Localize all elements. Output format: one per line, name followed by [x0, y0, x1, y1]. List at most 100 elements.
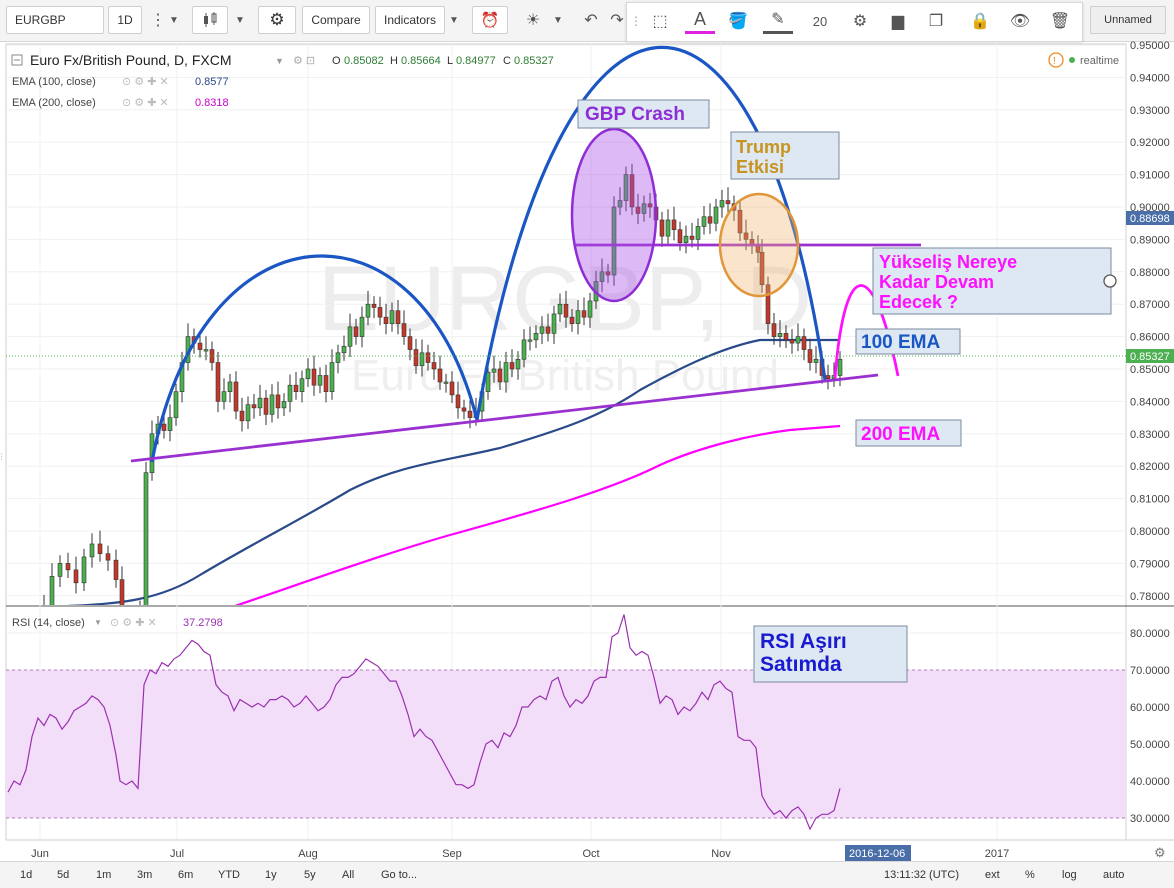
- chevron-down-icon[interactable]: ▼: [553, 14, 563, 26]
- rsi-annotation-2: Satımda: [760, 653, 842, 676]
- alert-button[interactable]: ⏰: [472, 6, 508, 34]
- indicators-button[interactable]: Indicators: [375, 6, 445, 34]
- drag-handle-icon[interactable]: ⋮: [630, 14, 642, 28]
- interval-button[interactable]: 1D: [108, 6, 142, 34]
- question-box[interactable]: [872, 247, 1112, 315]
- candle-up: [503, 362, 509, 383]
- chevron-down-icon[interactable]: ▼: [275, 56, 284, 66]
- candle-up: [617, 200, 623, 208]
- pencil-icon[interactable]: ✎: [763, 7, 793, 34]
- trump-box[interactable]: [730, 131, 840, 180]
- time-axis[interactable]: Jun Jul Aug Sep Oct Nov 2017: [31, 848, 1009, 860]
- range-5d[interactable]: 5d: [57, 869, 70, 881]
- candle-up: [203, 349, 209, 352]
- range-ytd[interactable]: YTD: [218, 869, 240, 881]
- redo-icon[interactable]: ↷: [610, 12, 624, 29]
- auto-toggle[interactable]: auto: [1103, 869, 1125, 881]
- candle-up: [299, 378, 305, 392]
- text-color-icon[interactable]: A: [685, 7, 715, 34]
- candle-up: [167, 417, 173, 431]
- selection-box-icon[interactable]: ⬚: [652, 13, 668, 30]
- legend-ohlc-icons[interactable]: ⚙ ⊡: [293, 55, 315, 67]
- visual-order-icon[interactable]: ▆: [891, 13, 905, 30]
- font-size-select[interactable]: 20: [812, 13, 828, 29]
- ema200-legend-icons[interactable]: ⊙ ⚙ ✚ ✕: [122, 97, 169, 109]
- interval-more-icon[interactable]: ⋮: [150, 12, 166, 29]
- rsi-axis[interactable]: 80.0000 70.0000 60.0000 50.0000 40.0000 30.00…: [1130, 628, 1170, 825]
- lock-icon[interactable]: 🔒: [970, 13, 990, 30]
- rsi-legend-icons[interactable]: ⊙ ⚙ ✚ ✕: [110, 617, 157, 629]
- range-1d[interactable]: 1d: [20, 869, 33, 881]
- chevron-down-icon[interactable]: ▼: [169, 14, 179, 26]
- symbol-search[interactable]: EURGBP: [6, 6, 104, 34]
- warning-icon[interactable]: [1048, 52, 1064, 68]
- clone-icon[interactable]: ❐: [928, 13, 944, 30]
- trash-icon[interactable]: 🗑: [1049, 13, 1071, 30]
- candle-up: [143, 472, 149, 605]
- ema100-box[interactable]: [855, 328, 961, 355]
- candles-style-button[interactable]: [192, 6, 228, 34]
- fill-bucket-icon[interactable]: 🪣: [728, 13, 748, 30]
- gear-icon[interactable]: ⚙: [852, 13, 868, 30]
- range-5y[interactable]: 5y: [304, 869, 316, 881]
- ema200-box[interactable]: [855, 419, 962, 447]
- realtime-label: realtime: [1080, 55, 1119, 67]
- gbp-crash-box[interactable]: [577, 99, 710, 129]
- settings-button[interactable]: ⚙: [258, 6, 296, 34]
- candle-down: [771, 323, 777, 337]
- resize-handle-icon[interactable]: [1103, 274, 1117, 288]
- candle-up: [551, 313, 557, 334]
- legend-title: Euro Fx/British Pound, D, FXCM: [30, 52, 232, 68]
- candle-down: [263, 397, 269, 415]
- undo-icon[interactable]: ↶: [584, 12, 598, 29]
- candle-up: [813, 358, 819, 363]
- percent-toggle[interactable]: %: [1025, 869, 1035, 881]
- candle-down: [737, 209, 743, 234]
- range-1y[interactable]: 1y: [265, 869, 277, 881]
- layout-name-button[interactable]: Unnamed: [1090, 6, 1166, 34]
- log-toggle[interactable]: log: [1062, 869, 1077, 881]
- candle-up: [287, 384, 293, 402]
- eye-icon[interactable]: 👁: [1009, 13, 1031, 30]
- range-3m[interactable]: 3m: [137, 869, 153, 881]
- chevron-down-icon[interactable]: ▼: [235, 14, 245, 26]
- rsi-annotation-1: RSI Aşırı: [760, 630, 847, 653]
- hline-price-label: 0.88698: [1130, 213, 1170, 225]
- candle-up: [227, 381, 233, 392]
- candle-down: [707, 216, 713, 224]
- candle-down: [789, 339, 795, 344]
- last-price-marker: [1126, 349, 1174, 363]
- time-axis-settings-icon[interactable]: ⚙: [1154, 845, 1166, 860]
- ema100-legend-icons[interactable]: ⊙ ⚙ ✚ ✕: [122, 76, 169, 88]
- price-tick: 0.94000: [1130, 72, 1170, 84]
- candle-down: [605, 271, 611, 276]
- compare-button[interactable]: Compare: [302, 6, 370, 34]
- price-chart[interactable]: EURGBP, D Euro Fx/British Pound GBP Cras…: [0, 41, 1174, 861]
- clock-time[interactable]: 13:11:32 (UTC): [884, 869, 959, 881]
- chevron-down-icon[interactable]: ▼: [94, 618, 102, 627]
- rsi-annotation-box[interactable]: [753, 625, 908, 683]
- candle-down: [161, 423, 167, 431]
- time-tick: Jun: [31, 848, 49, 860]
- range-6m[interactable]: 6m: [178, 869, 194, 881]
- candle-up: [837, 358, 843, 376]
- candle-down: [783, 333, 789, 341]
- chevron-down-icon[interactable]: ▼: [449, 14, 459, 26]
- range-1m[interactable]: 1m: [96, 869, 112, 881]
- price-axis[interactable]: 0.950000.940000.930000.920000.910000.900…: [1130, 41, 1170, 603]
- price-tick: 0.86000: [1130, 332, 1170, 344]
- cursor-date-label: 2016-12-06: [849, 848, 905, 860]
- question-label-1: Yükseliş Nereye: [879, 252, 1017, 272]
- idea-icon[interactable]: ☀: [525, 12, 541, 29]
- candle-down: [407, 336, 413, 350]
- candle-down: [431, 362, 437, 370]
- candle-up: [57, 563, 63, 577]
- candle-down: [725, 200, 731, 205]
- ext-toggle[interactable]: ext: [985, 869, 1000, 881]
- candle-down: [425, 352, 431, 363]
- candle-up: [341, 346, 347, 354]
- range-all[interactable]: All: [342, 869, 355, 881]
- goto-date[interactable]: Go to...: [381, 869, 418, 881]
- candle-down: [497, 368, 503, 383]
- time-tick: Aug: [298, 848, 318, 860]
